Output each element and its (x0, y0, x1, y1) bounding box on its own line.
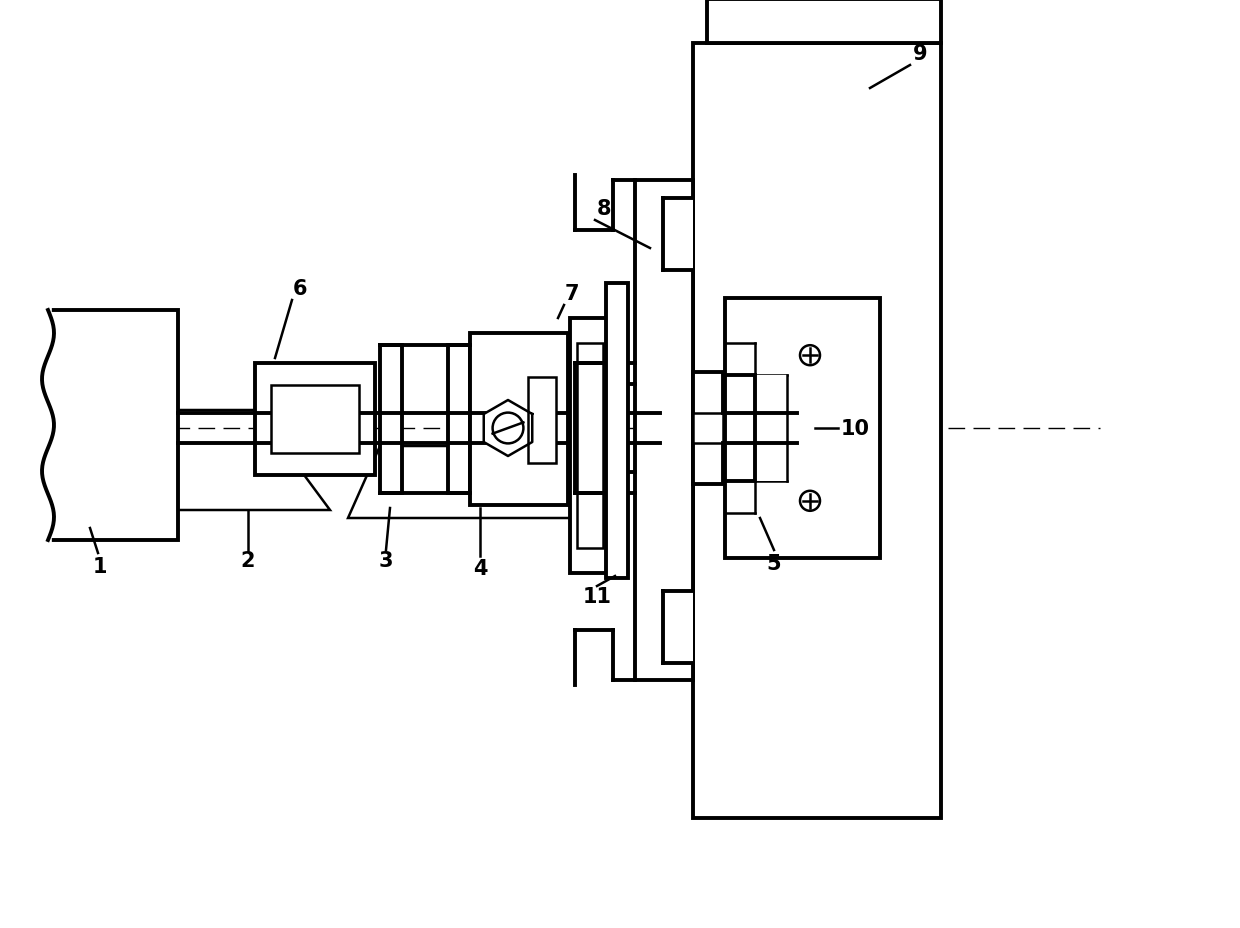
Bar (725, 299, 880, 559)
Bar (272, 386, 360, 454)
Bar (577, 343, 603, 548)
Bar (755, 376, 787, 482)
Bar (635, 181, 693, 680)
Text: 5: 5 (766, 553, 781, 574)
Circle shape (800, 346, 820, 366)
Bar (606, 284, 627, 578)
Polygon shape (484, 401, 532, 457)
Bar (693, 44, 941, 818)
Bar (528, 378, 556, 463)
Text: 9: 9 (913, 44, 928, 64)
Circle shape (492, 413, 523, 444)
Bar (663, 199, 693, 271)
Text: 4: 4 (472, 559, 487, 578)
Text: 2: 2 (241, 550, 255, 571)
Circle shape (800, 491, 820, 511)
Bar (255, 364, 374, 475)
Text: 1: 1 (93, 557, 107, 576)
Text: 11: 11 (583, 586, 611, 606)
Text: 8: 8 (596, 199, 611, 219)
Text: 6: 6 (293, 278, 308, 299)
Text: 10: 10 (841, 419, 869, 439)
Text: 3: 3 (378, 550, 393, 571)
Bar (663, 591, 693, 664)
Bar (693, 373, 723, 484)
Bar (448, 345, 470, 494)
Text: 7: 7 (564, 284, 579, 303)
Bar (379, 345, 402, 494)
Bar (725, 376, 755, 482)
Bar (48, 311, 179, 540)
Bar (693, 414, 723, 444)
Bar (570, 318, 610, 574)
Bar (470, 334, 568, 506)
Bar (707, 0, 941, 44)
